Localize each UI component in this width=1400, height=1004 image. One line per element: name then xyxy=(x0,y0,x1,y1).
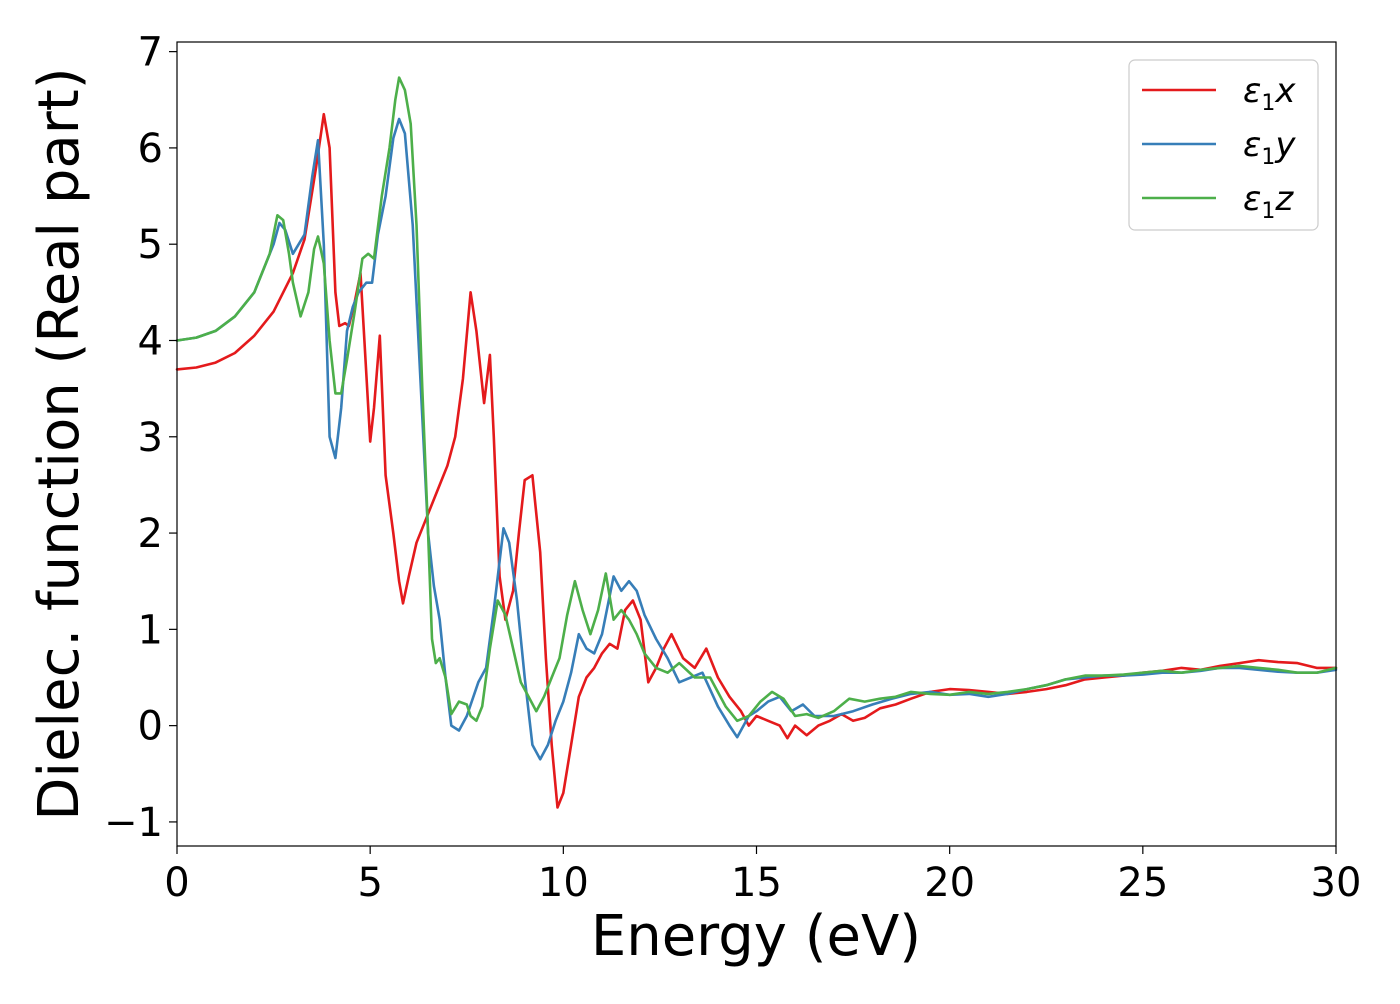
x-tick-label: 20 xyxy=(924,860,975,906)
x-axis-ticks: 0 5 10 15 20 25 30 xyxy=(164,846,1361,906)
legend-items: ε1x ε1y ε1z xyxy=(1142,71,1296,224)
y-axis-ticks: −1 0 1 2 3 4 5 6 7 xyxy=(104,30,177,846)
y-tick-label: 0 xyxy=(138,704,163,750)
y-tick-label: 3 xyxy=(138,415,163,461)
legend-label-y: ε1y xyxy=(1243,125,1296,170)
series-line-z xyxy=(175,76,1338,723)
x-tick-label: 30 xyxy=(1311,860,1362,906)
y-axis-label: Dielec. function (Real part) xyxy=(27,67,92,820)
x-tick-label: 25 xyxy=(1117,860,1168,906)
y-tick-label: 7 xyxy=(138,30,163,76)
x-tick-label: 10 xyxy=(538,860,589,906)
legend-label-x: ε1x xyxy=(1243,71,1296,116)
series-layer xyxy=(175,76,1338,809)
x-tick-label: 15 xyxy=(731,860,782,906)
y-tick-label: 2 xyxy=(138,511,163,557)
legend-box xyxy=(1128,59,1319,231)
y-tick-label: 4 xyxy=(138,318,163,364)
y-tick-label: 6 xyxy=(138,126,163,172)
y-tick-label: −1 xyxy=(104,800,163,846)
y-tick-label: 1 xyxy=(138,607,163,653)
x-tick-label: 0 xyxy=(164,860,189,906)
x-tick-label: 5 xyxy=(357,860,382,906)
legend: ε1x ε1y ε1z xyxy=(1128,59,1319,231)
x-axis-label: Energy (eV) xyxy=(591,904,921,969)
y-tick-label: 5 xyxy=(138,222,163,268)
legend-label-z: ε1z xyxy=(1243,179,1294,224)
